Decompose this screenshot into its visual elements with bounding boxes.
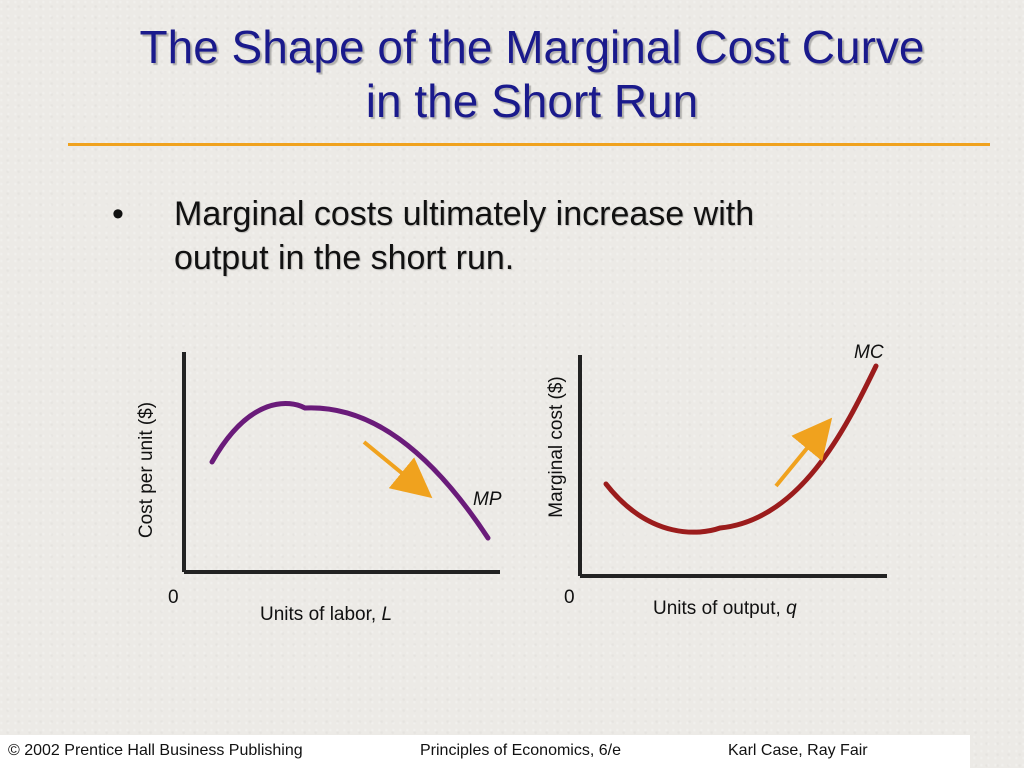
right-y-axis-label: Marginal cost ($) bbox=[546, 376, 567, 518]
mp-curve bbox=[209, 401, 491, 541]
title-line-2: in the Short Run bbox=[365, 75, 699, 127]
bullet-line-1: Marginal costs ultimately increase with bbox=[174, 195, 755, 233]
left-x-axis-label: Units of labor, L bbox=[260, 604, 392, 625]
title-line-1: The Shape of the Marginal Cost Curve bbox=[139, 21, 925, 73]
right-graph: MC 0 Units of output, q Marginal cost ($… bbox=[546, 342, 887, 619]
footer-authors: Karl Case, Ray Fair bbox=[728, 742, 868, 759]
left-origin-label: 0 bbox=[168, 587, 179, 608]
mc-curve bbox=[603, 363, 879, 535]
left-graph: MP 0 Units of labor, L Cost per unit ($) bbox=[136, 352, 502, 625]
slide-title: The Shape of the Marginal Cost Curve in … bbox=[40, 20, 1024, 128]
bullet-icon: • bbox=[112, 195, 124, 233]
mp-curve-label: MP bbox=[473, 489, 502, 510]
right-origin-label: 0 bbox=[564, 587, 575, 608]
left-x-axis-label-text: Units of labor, bbox=[260, 604, 381, 625]
mp-direction-arrow bbox=[362, 440, 433, 499]
left-x-axis-label-var: L bbox=[381, 604, 392, 625]
mc-curve-label: MC bbox=[854, 342, 884, 363]
bullet-text: Marginal costs ultimately increase with … bbox=[174, 192, 874, 280]
footer: © 2002 Prentice Hall Business Publishing… bbox=[0, 735, 970, 768]
bullet-line-2: output in the short run. bbox=[174, 239, 515, 277]
footer-book: Principles of Economics, 6/e bbox=[420, 742, 621, 759]
title-divider bbox=[68, 143, 990, 146]
right-x-axis-label-text: Units of output, bbox=[653, 598, 786, 619]
footer-publisher: © 2002 Prentice Hall Business Publishing bbox=[8, 742, 303, 759]
left-y-axis-label: Cost per unit ($) bbox=[136, 402, 157, 538]
right-x-axis-label: Units of output, q bbox=[653, 598, 797, 619]
mc-direction-arrow bbox=[774, 417, 833, 488]
right-x-axis-label-var: q bbox=[786, 598, 797, 619]
